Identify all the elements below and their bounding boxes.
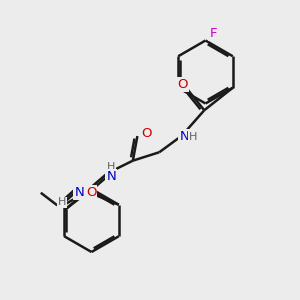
Text: O: O xyxy=(177,78,188,91)
Text: H: H xyxy=(58,197,67,207)
Text: N: N xyxy=(106,170,116,183)
Text: F: F xyxy=(209,27,217,40)
Text: N: N xyxy=(74,186,84,199)
Text: N: N xyxy=(179,130,189,143)
Text: H: H xyxy=(107,162,116,172)
Text: H: H xyxy=(189,132,197,142)
Text: O: O xyxy=(141,127,152,140)
Text: O: O xyxy=(86,186,96,199)
